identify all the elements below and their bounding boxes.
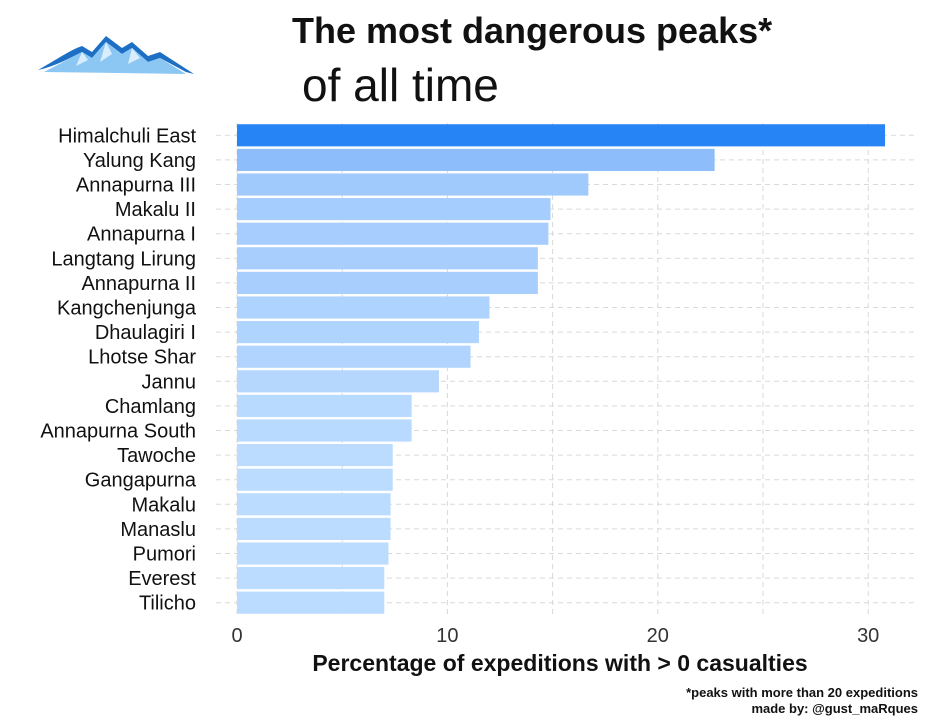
bar bbox=[237, 296, 490, 319]
category-label: Yalung Kang bbox=[83, 150, 196, 172]
bars bbox=[237, 124, 886, 614]
bar bbox=[237, 370, 439, 393]
bar bbox=[237, 247, 538, 270]
category-label: Lhotse Shar bbox=[88, 347, 196, 369]
bar bbox=[237, 468, 393, 491]
bar bbox=[237, 517, 391, 540]
category-label: Chamlang bbox=[105, 396, 196, 418]
category-label: Manaslu bbox=[120, 519, 196, 541]
category-label: Kangchenjunga bbox=[57, 298, 197, 320]
category-label: Tawoche bbox=[117, 445, 196, 467]
category-label: Tilicho bbox=[139, 593, 196, 615]
category-label: Annapurna I bbox=[87, 224, 196, 246]
bar bbox=[237, 542, 389, 565]
category-label: Himalchuli East bbox=[58, 125, 196, 147]
bar bbox=[237, 148, 715, 171]
category-label: Dhaulagiri I bbox=[95, 322, 196, 344]
bar bbox=[237, 173, 589, 196]
category-label: Jannu bbox=[142, 371, 197, 393]
bar bbox=[237, 493, 391, 516]
bar bbox=[237, 419, 412, 442]
x-tick-label: 10 bbox=[436, 625, 458, 647]
bar bbox=[237, 591, 385, 614]
category-label: Makalu bbox=[132, 494, 196, 516]
category-label: Langtang Lirung bbox=[51, 248, 196, 270]
chart-title: The most dangerous peaks* bbox=[292, 10, 773, 51]
bar bbox=[237, 394, 412, 417]
x-tick-label: 0 bbox=[231, 625, 242, 647]
footnote-note: *peaks with more than 20 expeditions bbox=[686, 685, 918, 700]
bar bbox=[237, 567, 385, 590]
footnote: *peaks with more than 20 expeditions mad… bbox=[686, 685, 918, 717]
x-tick-label: 20 bbox=[647, 625, 669, 647]
category-label: Annapurna South bbox=[40, 421, 196, 443]
bar bbox=[237, 198, 551, 221]
category-label: Pumori bbox=[133, 544, 196, 566]
bar bbox=[237, 222, 549, 245]
category-label: Makalu II bbox=[115, 199, 196, 221]
bar bbox=[237, 444, 393, 467]
category-label: Annapurna II bbox=[81, 273, 196, 295]
x-axis-title: Percentage of expeditions with > 0 casua… bbox=[312, 650, 807, 676]
category-label: Everest bbox=[128, 568, 196, 590]
category-label: Annapurna III bbox=[76, 175, 196, 197]
x-tick-label: 30 bbox=[857, 625, 879, 647]
bar bbox=[237, 271, 538, 294]
bar bbox=[237, 124, 886, 147]
chart-subtitle: of all time bbox=[302, 59, 499, 111]
mountain-icon bbox=[38, 36, 194, 74]
bar bbox=[237, 321, 479, 344]
x-axis-ticks: 0 10 20 30 bbox=[231, 625, 879, 647]
footnote-credit: made by: @gust_maRques bbox=[751, 701, 918, 716]
grid-lines bbox=[216, 123, 918, 615]
category-label: Gangapurna bbox=[85, 470, 197, 492]
bar bbox=[237, 345, 471, 368]
